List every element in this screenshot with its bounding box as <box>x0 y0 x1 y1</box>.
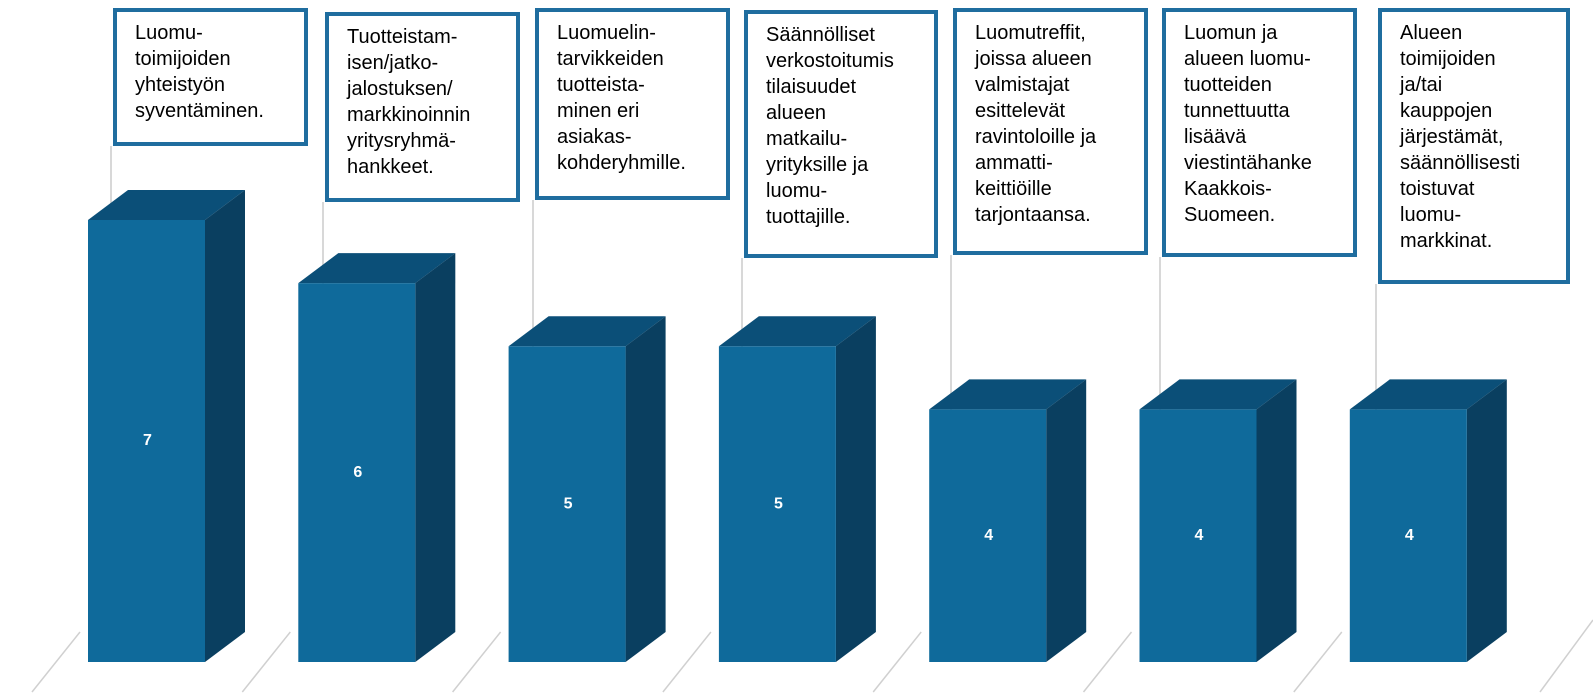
data-label: 4 <box>1405 527 1414 544</box>
category-label: Tuotteistam- isen/jatko- jalostuksen/ ma… <box>325 12 520 202</box>
bar-top <box>508 316 666 347</box>
bar-front <box>929 409 1047 662</box>
bar <box>1139 379 1297 662</box>
category-label: Luomutreffit, joissa alueen valmistajat … <box>953 8 1148 255</box>
bar-side <box>835 316 876 662</box>
bar-side <box>625 316 666 662</box>
bar-front <box>88 220 205 662</box>
bar-top <box>929 379 1087 410</box>
bar <box>508 316 666 662</box>
data-label: 5 <box>774 495 783 512</box>
bar-top <box>1139 379 1297 410</box>
bar <box>88 190 245 662</box>
floor-line <box>1293 631 1343 693</box>
floor-line <box>241 631 291 693</box>
bar-front <box>298 283 416 662</box>
data-label: 7 <box>143 432 152 449</box>
category-label: Luomu- toimijoiden yhteistyön syventämin… <box>113 8 308 146</box>
data-label: 5 <box>564 495 573 512</box>
floor-line <box>662 631 712 693</box>
bar-top <box>718 316 876 347</box>
floor-line <box>452 631 502 693</box>
bar <box>1349 379 1507 662</box>
category-label: Luomuelin- tarvikkeiden tuotteista- mine… <box>535 8 730 200</box>
floor-line <box>31 631 81 693</box>
category-label: Säännölliset verkostoitumis tilaisuudet … <box>744 10 938 258</box>
bar-side <box>415 253 456 662</box>
floor-line <box>1082 631 1133 693</box>
bar-top <box>88 190 245 220</box>
bar-top <box>298 253 456 284</box>
bar-side <box>205 190 245 662</box>
floor-line <box>872 631 922 693</box>
floor-line <box>1539 619 1593 693</box>
bar-top <box>1349 379 1507 410</box>
category-label: Luomun ja alueen luomu- tuotteiden tunne… <box>1162 8 1357 257</box>
bar <box>298 253 456 662</box>
data-label: 4 <box>984 527 993 544</box>
bar-front <box>718 346 836 662</box>
category-label: Alueen toimijoiden ja/tai kauppojen järj… <box>1378 8 1570 284</box>
bar <box>718 316 876 662</box>
bar-front <box>1139 409 1257 662</box>
data-label: 4 <box>1195 527 1204 544</box>
bar-front <box>1349 409 1467 662</box>
bar-front <box>508 346 626 662</box>
bar-side <box>1046 379 1087 662</box>
bar-side <box>1256 379 1297 662</box>
data-label: 6 <box>353 464 362 481</box>
bar-side <box>1466 379 1507 662</box>
bar <box>929 379 1087 662</box>
